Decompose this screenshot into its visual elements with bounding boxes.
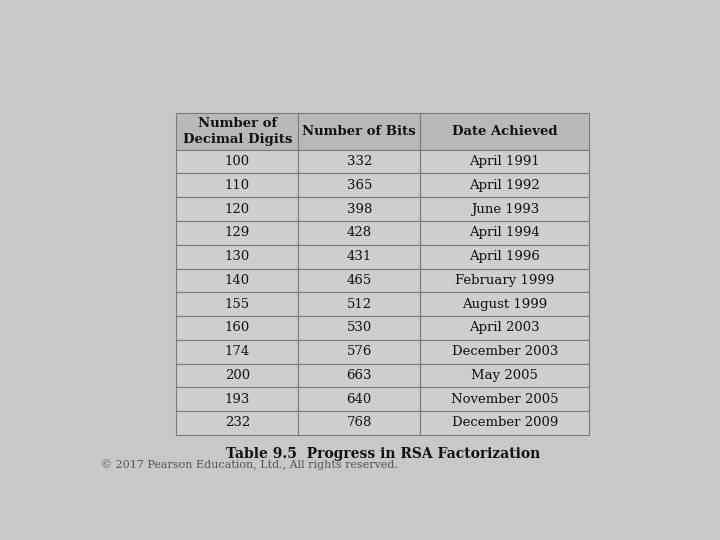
Text: May 2005: May 2005 [472, 369, 538, 382]
Text: 431: 431 [346, 250, 372, 263]
Text: 332: 332 [346, 155, 372, 168]
Text: June 1993: June 1993 [471, 202, 539, 215]
Text: August 1999: August 1999 [462, 298, 547, 310]
Bar [176, 387, 298, 411]
Bar [298, 340, 420, 363]
Bar [298, 292, 420, 316]
Bar [176, 221, 298, 245]
Bar [420, 245, 590, 268]
Text: 232: 232 [225, 416, 250, 429]
Text: 200: 200 [225, 369, 250, 382]
Text: 576: 576 [346, 345, 372, 358]
Text: Number of
Decimal Digits: Number of Decimal Digits [183, 117, 292, 146]
Text: Table 9.5  Progress in RSA Factorization: Table 9.5 Progress in RSA Factorization [226, 447, 540, 461]
Text: 365: 365 [346, 179, 372, 192]
Text: 530: 530 [346, 321, 372, 334]
Bar [298, 113, 420, 150]
Bar [420, 113, 590, 150]
Bar [176, 340, 298, 363]
Bar [298, 268, 420, 292]
Bar [298, 221, 420, 245]
Text: 193: 193 [225, 393, 250, 406]
Text: 100: 100 [225, 155, 250, 168]
Text: 155: 155 [225, 298, 250, 310]
Bar [420, 292, 590, 316]
Bar [420, 197, 590, 221]
Text: 428: 428 [346, 226, 372, 239]
Text: Number of Bits: Number of Bits [302, 125, 416, 138]
Bar [176, 150, 298, 173]
Text: 663: 663 [346, 369, 372, 382]
Text: December 2009: December 2009 [451, 416, 558, 429]
Text: 130: 130 [225, 250, 250, 263]
Bar [420, 363, 590, 387]
Bar [176, 411, 298, 435]
Text: April 1996: April 1996 [469, 250, 540, 263]
Bar [420, 150, 590, 173]
Text: 129: 129 [225, 226, 250, 239]
Text: April 1992: April 1992 [469, 179, 540, 192]
Bar [420, 411, 590, 435]
Bar [176, 113, 298, 150]
Text: 465: 465 [346, 274, 372, 287]
Bar [420, 268, 590, 292]
Bar [176, 173, 298, 197]
Bar [298, 363, 420, 387]
Bar [298, 411, 420, 435]
Text: 398: 398 [346, 202, 372, 215]
Bar [298, 387, 420, 411]
Bar [176, 245, 298, 268]
Text: 120: 120 [225, 202, 250, 215]
Bar [298, 173, 420, 197]
Text: Date Achieved: Date Achieved [452, 125, 557, 138]
Text: December 2003: December 2003 [451, 345, 558, 358]
Text: April 1994: April 1994 [469, 226, 540, 239]
Bar [176, 268, 298, 292]
Bar [298, 197, 420, 221]
Bar [420, 221, 590, 245]
Bar [298, 150, 420, 173]
Bar [176, 316, 298, 340]
Text: February 1999: February 1999 [455, 274, 554, 287]
Text: 512: 512 [346, 298, 372, 310]
Bar [420, 316, 590, 340]
Bar [298, 245, 420, 268]
Bar [420, 387, 590, 411]
Text: 110: 110 [225, 179, 250, 192]
Text: November 2005: November 2005 [451, 393, 559, 406]
Bar [420, 173, 590, 197]
Bar [298, 316, 420, 340]
Text: 160: 160 [225, 321, 250, 334]
Text: © 2017 Pearson Education, Ltd., All rights reserved.: © 2017 Pearson Education, Ltd., All righ… [101, 460, 398, 470]
Text: April 1991: April 1991 [469, 155, 540, 168]
Text: 768: 768 [346, 416, 372, 429]
Bar [176, 197, 298, 221]
Text: 640: 640 [346, 393, 372, 406]
Text: 174: 174 [225, 345, 250, 358]
Text: 140: 140 [225, 274, 250, 287]
Text: April 2003: April 2003 [469, 321, 540, 334]
Bar [176, 292, 298, 316]
Bar [176, 363, 298, 387]
Bar [420, 340, 590, 363]
